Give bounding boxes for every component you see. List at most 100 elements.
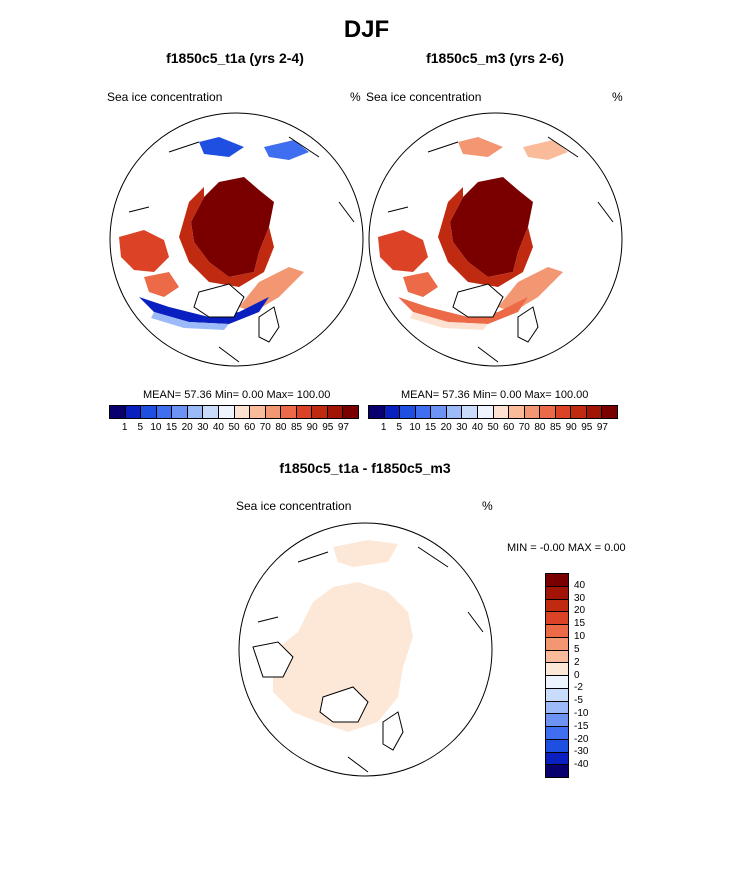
colorbar-swatch <box>546 586 568 600</box>
colorbar-swatch <box>546 752 568 766</box>
diff-panel-colorbar <box>545 573 569 778</box>
colorbar-tick-label: -20 <box>574 733 589 745</box>
colorbar-tick-label: 5 <box>574 643 580 655</box>
panel-1-ice-hudson <box>144 272 179 297</box>
panel-2-ice-okhotsk <box>523 140 568 160</box>
diff-panel-units-label: % <box>482 499 493 513</box>
colorbar-swatch <box>546 625 568 638</box>
diff-panel-field-north <box>333 540 398 567</box>
colorbar-swatch <box>281 406 297 418</box>
colorbar-tick-label: 2 <box>574 656 580 668</box>
season-title: DJF <box>343 16 390 43</box>
panel-2-units-label: % <box>612 90 623 104</box>
panel-2-coastline <box>387 136 614 363</box>
panel-2-ice-bering <box>458 137 503 157</box>
colorbar-tick-label: 80 <box>275 422 287 433</box>
panel-1-ice-barents-fringe <box>151 312 229 330</box>
panel-1-ice-edge <box>179 187 274 287</box>
colorbar-swatch <box>172 406 188 418</box>
colorbar-swatch <box>546 574 568 587</box>
panel-2-colorbar <box>368 405 618 419</box>
colorbar-swatch <box>415 406 432 418</box>
panel-1-units-label: % <box>350 90 361 104</box>
colorbar-swatch <box>203 406 219 418</box>
colorbar-swatch <box>234 406 251 418</box>
panel-2-ice-greenland-sea <box>498 267 563 312</box>
colorbar-swatch <box>546 727 568 740</box>
colorbar-tick-label: -15 <box>574 720 589 732</box>
colorbar-swatch <box>110 406 126 418</box>
colorbar-tick-label: 50 <box>487 422 499 433</box>
panel-2-variable-label: Sea ice concentration <box>366 90 482 104</box>
colorbar-tick-label: 70 <box>259 422 271 433</box>
panel-2-ice-edge <box>438 187 533 287</box>
colorbar-swatch <box>540 406 556 418</box>
diff-panel-variable-label: Sea ice concentration <box>236 499 352 513</box>
panel-1-ice-labrador <box>119 230 169 272</box>
panel-2-ice-hudson <box>403 272 438 297</box>
panel-2-ice-barents-fringe <box>410 312 488 330</box>
colorbar-swatch <box>384 406 401 418</box>
colorbar-tick-label: -10 <box>574 707 589 719</box>
colorbar-tick-label: 95 <box>581 422 593 433</box>
colorbar-swatch <box>524 406 541 418</box>
colorbar-swatch <box>446 406 463 418</box>
colorbar-tick-label: -5 <box>574 695 583 707</box>
panel-1-colorbar <box>109 405 359 419</box>
colorbar-tick-label: -40 <box>574 759 589 771</box>
colorbar-tick-label: 60 <box>244 422 256 433</box>
diff-panel-stats: MIN = -0.00 MAX = 0.00 <box>507 542 626 554</box>
panel-2-stats: MEAN= 57.36 Min= 0.00 Max= 100.00 <box>401 389 589 401</box>
colorbar-swatch <box>546 612 568 625</box>
panel-1-ice-central <box>191 177 274 277</box>
colorbar-tick-label: 1 <box>121 422 128 433</box>
panel-1-ice-greenland-sea <box>239 267 304 312</box>
colorbar-tick-label: 20 <box>440 422 452 433</box>
colorbar-tick-label: 1 <box>380 422 387 433</box>
panel-1-ice-bering <box>199 137 244 157</box>
colorbar-swatch <box>546 714 568 727</box>
colorbar-tick-label: 97 <box>596 422 608 433</box>
panel-1-variable-label: Sea ice concentration <box>107 90 223 104</box>
colorbar-swatch <box>343 406 358 418</box>
colorbar-swatch <box>509 406 525 418</box>
panel-1-land-europe <box>193 283 245 318</box>
colorbar-swatch <box>477 406 494 418</box>
panel-2-land-scandinavia <box>517 306 539 343</box>
colorbar-swatch <box>546 739 568 753</box>
diff-panel-land-greenland <box>252 641 294 678</box>
panel-2-title: f1850c5_m3 (yrs 2-6) <box>426 50 564 66</box>
colorbar-swatch <box>265 406 282 418</box>
colorbar-tick-label: 10 <box>409 422 421 433</box>
colorbar-swatch <box>546 637 568 651</box>
colorbar-tick-label: 15 <box>165 422 178 433</box>
colorbar-swatch <box>546 765 568 777</box>
panel-1-coastline <box>128 136 355 363</box>
colorbar-tick-label: 97 <box>337 422 349 433</box>
colorbar-tick-label: 90 <box>565 422 577 433</box>
colorbar-swatch <box>125 406 142 418</box>
colorbar-swatch <box>327 406 344 418</box>
colorbar-tick-label: 0 <box>574 669 580 681</box>
colorbar-tick-label: 40 <box>574 579 586 591</box>
panel-2-ice-labrador <box>378 230 428 272</box>
diff-panel-field <box>273 582 413 732</box>
diff-panel-land-europe <box>319 686 369 723</box>
colorbar-tick-label: 80 <box>534 422 546 433</box>
panel-1-title: f1850c5_t1a (yrs 2-4) <box>166 50 304 66</box>
colorbar-swatch <box>400 406 416 418</box>
panel-2-ice-central <box>450 177 533 277</box>
diff-panel-title: f1850c5_t1a - f1850c5_m3 <box>279 460 451 476</box>
panel-2-ice-barents <box>398 297 528 324</box>
colorbar-tick-label: 85 <box>290 422 303 433</box>
colorbar-tick-label: 15 <box>424 422 437 433</box>
colorbar-tick-label: -30 <box>574 746 589 758</box>
colorbar-swatch <box>546 650 568 664</box>
panel-1-ice-barents <box>139 297 269 324</box>
panel-1-map <box>109 112 364 367</box>
colorbar-swatch <box>546 663 568 676</box>
colorbar-tick-label: 50 <box>228 422 240 433</box>
colorbar-tick-label: 20 <box>181 422 193 433</box>
colorbar-swatch <box>493 406 510 418</box>
colorbar-swatch <box>546 676 568 689</box>
